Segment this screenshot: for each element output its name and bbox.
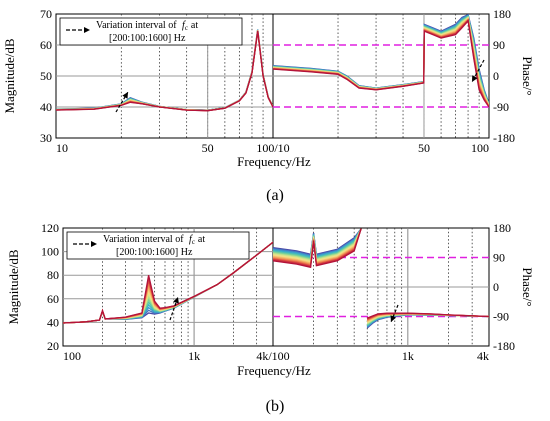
a-ylabel-magnitude: Magnitude/dB: [2, 38, 17, 113]
a-right-xtick-label: 50: [418, 141, 430, 155]
a-left-ytick-label: 30: [40, 131, 52, 145]
svg-text:Variation interval of: Variation interval of fc at: [103, 234, 205, 246]
arrow-b-magnitude-head: [173, 297, 179, 304]
b-right-ytick-label: 90: [493, 251, 505, 265]
a-right-ytick-label: 180: [493, 7, 511, 21]
a-left-curve-14: [56, 30, 273, 112]
b-left-ytick-label: 80: [47, 268, 59, 282]
legend-b-line1: Variation interval of: [103, 234, 184, 245]
a-left-ytick-label: 70: [40, 7, 52, 21]
legend-a-box: [59, 17, 243, 46]
b-right-ytick-label: 180: [493, 221, 511, 235]
a-right-xtick-label: 100: [471, 141, 489, 155]
a-ylabel-phase: Phase/°: [520, 56, 535, 95]
panel-b: 20 40 60 80 100 120 100 1k 4k/100 180 90 0 -90 -180 1…: [6, 221, 535, 415]
arrow-a-magnitude-shaft: [115, 91, 129, 113]
b-left-xtick-label: 100: [63, 349, 81, 363]
b-left-curve-14: [63, 241, 273, 324]
legend-a-line1: Variation interval of: [96, 20, 177, 31]
legend-a: Variation interval of fc at [200:100:1600…: [59, 17, 243, 46]
b-left-xtick-label: 4k/100: [256, 349, 289, 363]
b-right-xtick-label: 1k: [402, 349, 414, 363]
legend-b-line2: [200:100:1600] Hz: [116, 247, 193, 258]
b-ylabel-phase: Phase/°: [520, 267, 535, 306]
arrow-a-phase-head: [472, 75, 478, 82]
arrow-b-phase-head: [390, 315, 397, 322]
legend-a-fc: f: [182, 20, 186, 31]
b-right-ytick-label: 0: [493, 280, 499, 294]
b-left-ytick-label: 120: [41, 221, 59, 235]
b-left-ytick-label: 20: [47, 339, 59, 353]
legend-b: Variation interval of fc at [200:100:1600…: [66, 231, 250, 260]
b-right-ytick-label: -180: [493, 339, 515, 353]
a-left-ytick-label: 50: [40, 69, 52, 83]
a-right-ytick-label: -90: [493, 100, 509, 114]
a-left-xtick-label: 50: [202, 141, 214, 155]
b-left-ytick-label: 60: [47, 292, 59, 306]
b-left-ytick-label: 100: [41, 245, 59, 259]
legend-a-at: at: [191, 20, 198, 31]
a-left-ytick-label: 40: [40, 100, 52, 114]
panel-b-label: (b): [266, 398, 285, 415]
b-right-curve-14: [273, 228, 489, 319]
b-ylabel-magnitude: Magnitude/dB: [6, 249, 21, 324]
a-left-xtick-label: 100/10: [256, 141, 289, 155]
b-xlabel: Frequency/Hz: [237, 363, 311, 378]
a-left-ytick-label: 60: [40, 38, 52, 52]
legend-a-arrowhead: [84, 27, 90, 33]
arrow-a-magnitude-head: [122, 92, 128, 99]
b-right-xtick-label: 4k: [477, 349, 489, 363]
legend-a-line2: [200:100:1600] Hz: [109, 33, 186, 44]
svg-text:Variation interval of: Variation interval of fc at: [96, 20, 198, 32]
legend-b-fc: f: [189, 234, 193, 245]
a-right-curve-14: [273, 19, 489, 108]
b-right-ytick-label: -90: [493, 310, 509, 324]
legend-b-box: [66, 231, 250, 260]
a-right-ytick-label: 0: [493, 69, 499, 83]
legend-a-fc-sub: c: [185, 24, 188, 32]
a-right-ytick-label: 90: [493, 38, 505, 52]
a-xlabel: Frequency/Hz: [237, 154, 311, 169]
a-left-xtick-label: 10: [56, 141, 68, 155]
b-left-xtick-label: 1k: [188, 349, 200, 363]
b-left-ytick-label: 40: [47, 315, 59, 329]
a-right-ytick-label: -180: [493, 131, 515, 145]
panel-a-label: (a): [266, 187, 284, 204]
legend-b-arrowhead: [91, 241, 97, 247]
legend-b-at: at: [198, 234, 205, 245]
legend-b-fc-sub: c: [192, 238, 195, 246]
